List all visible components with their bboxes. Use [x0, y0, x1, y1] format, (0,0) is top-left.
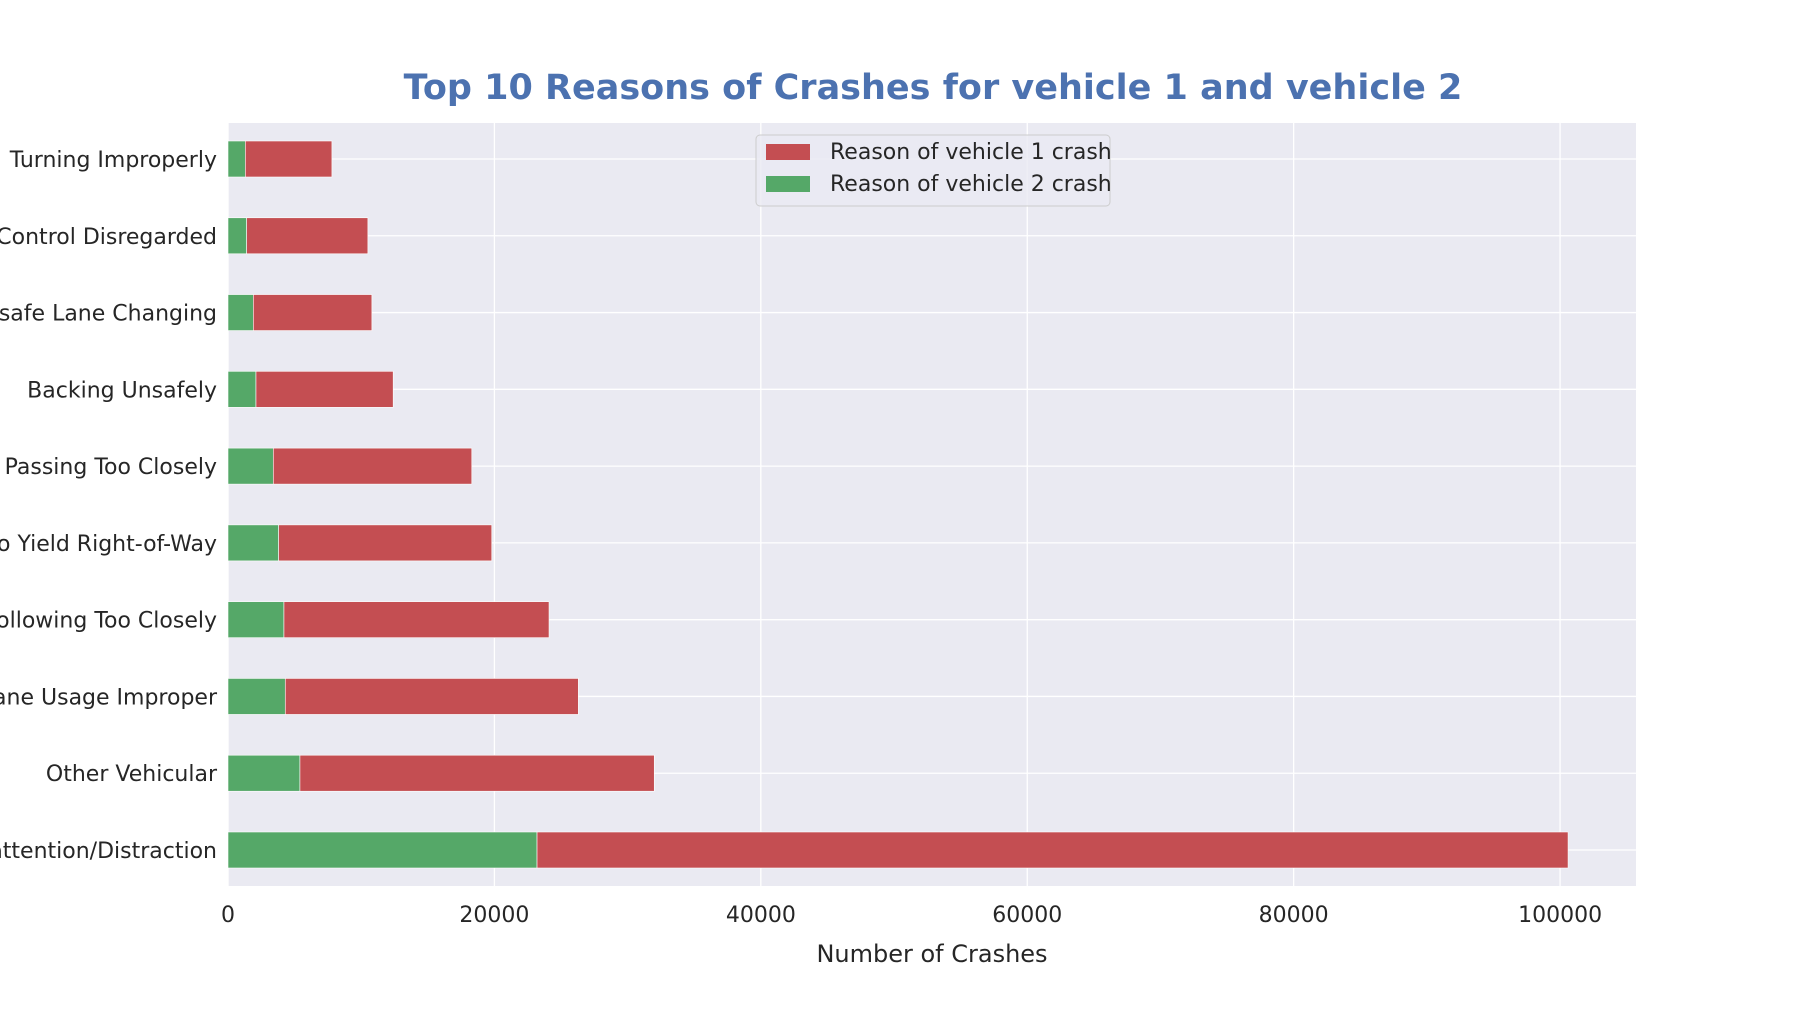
y-tick-label-8: Control Disregarded [0, 225, 217, 250]
x-axis-label: Number of Crashes [816, 940, 1047, 968]
y-tick-label-0: nattention/Distraction [0, 839, 217, 864]
bar-vehicle-2-4 [227, 524, 279, 562]
bars [227, 140, 1569, 869]
bar-vehicle-1-6 [255, 371, 394, 408]
y-tick-label-5: Passing Too Closely [5, 455, 217, 480]
x-tick-label-5: 100000 [1518, 903, 1602, 928]
legend-label-vehicle-1: Reason of vehicle 1 crash [830, 140, 1112, 165]
y-tick-label-9: Turning Improperly [9, 148, 217, 173]
bar-vehicle-1-7 [253, 294, 373, 331]
bar-vehicle-2-5 [227, 447, 274, 485]
x-tick-label-3: 60000 [992, 903, 1062, 928]
bar-vehicle-2-3 [227, 601, 285, 638]
x-tick-label-1: 20000 [459, 903, 529, 928]
y-tick-labels: nattention/Distraction Other Vehicular Lan… [0, 148, 218, 864]
y-tick-label-6: Backing Unsafely [27, 378, 217, 403]
y-tick-label-3: Following Too Closely [0, 609, 217, 634]
y-tick-label-2: Lane Usage Improper [0, 685, 218, 710]
y-tick-label-7: nsafe Lane Changing [0, 302, 217, 327]
bar-vehicle-1-3 [283, 601, 550, 638]
y-tick-label-1: Other Vehicular [46, 762, 218, 787]
x-tick-label-0: 0 [221, 903, 235, 928]
bar-vehicle-1-2 [284, 678, 579, 715]
chart-title: Top 10 Reasons of Crashes for vehicle 1 … [404, 68, 1463, 108]
legend-label-vehicle-2: Reason of vehicle 2 crash [830, 172, 1112, 197]
bar-vehicle-1-4 [278, 524, 493, 562]
bar-vehicle-2-8 [227, 217, 247, 255]
bar-vehicle-2-6 [227, 371, 257, 408]
legend-box [755, 134, 1111, 207]
x-tick-label-2: 40000 [726, 903, 796, 928]
y-tick-label-4: to Yield Right-of-Way [0, 532, 217, 557]
bar-vehicle-2-1 [227, 754, 301, 792]
bar-vehicle-2-0 [227, 831, 538, 869]
x-tick-labels: 0 20000 40000 60000 80000 100000 [221, 903, 1602, 928]
bar-vehicle-1-5 [272, 447, 473, 485]
x-tick-label-4: 80000 [1259, 903, 1329, 928]
bar-vehicle-1-8 [246, 217, 369, 255]
bar-vehicle-2-7 [227, 294, 254, 331]
bar-vehicle-1-9 [245, 140, 333, 178]
legend-swatch-vehicle-2 [766, 176, 810, 192]
bar-vehicle-2-2 [227, 678, 286, 715]
bar-vehicle-2-9 [227, 140, 246, 178]
legend-swatch-vehicle-1 [766, 144, 810, 160]
legend: Reason of vehicle 1 crash Reason of vehi… [755, 134, 1112, 207]
bar-vehicle-1-1 [299, 754, 655, 792]
bar-vehicle-1-0 [536, 831, 1569, 869]
